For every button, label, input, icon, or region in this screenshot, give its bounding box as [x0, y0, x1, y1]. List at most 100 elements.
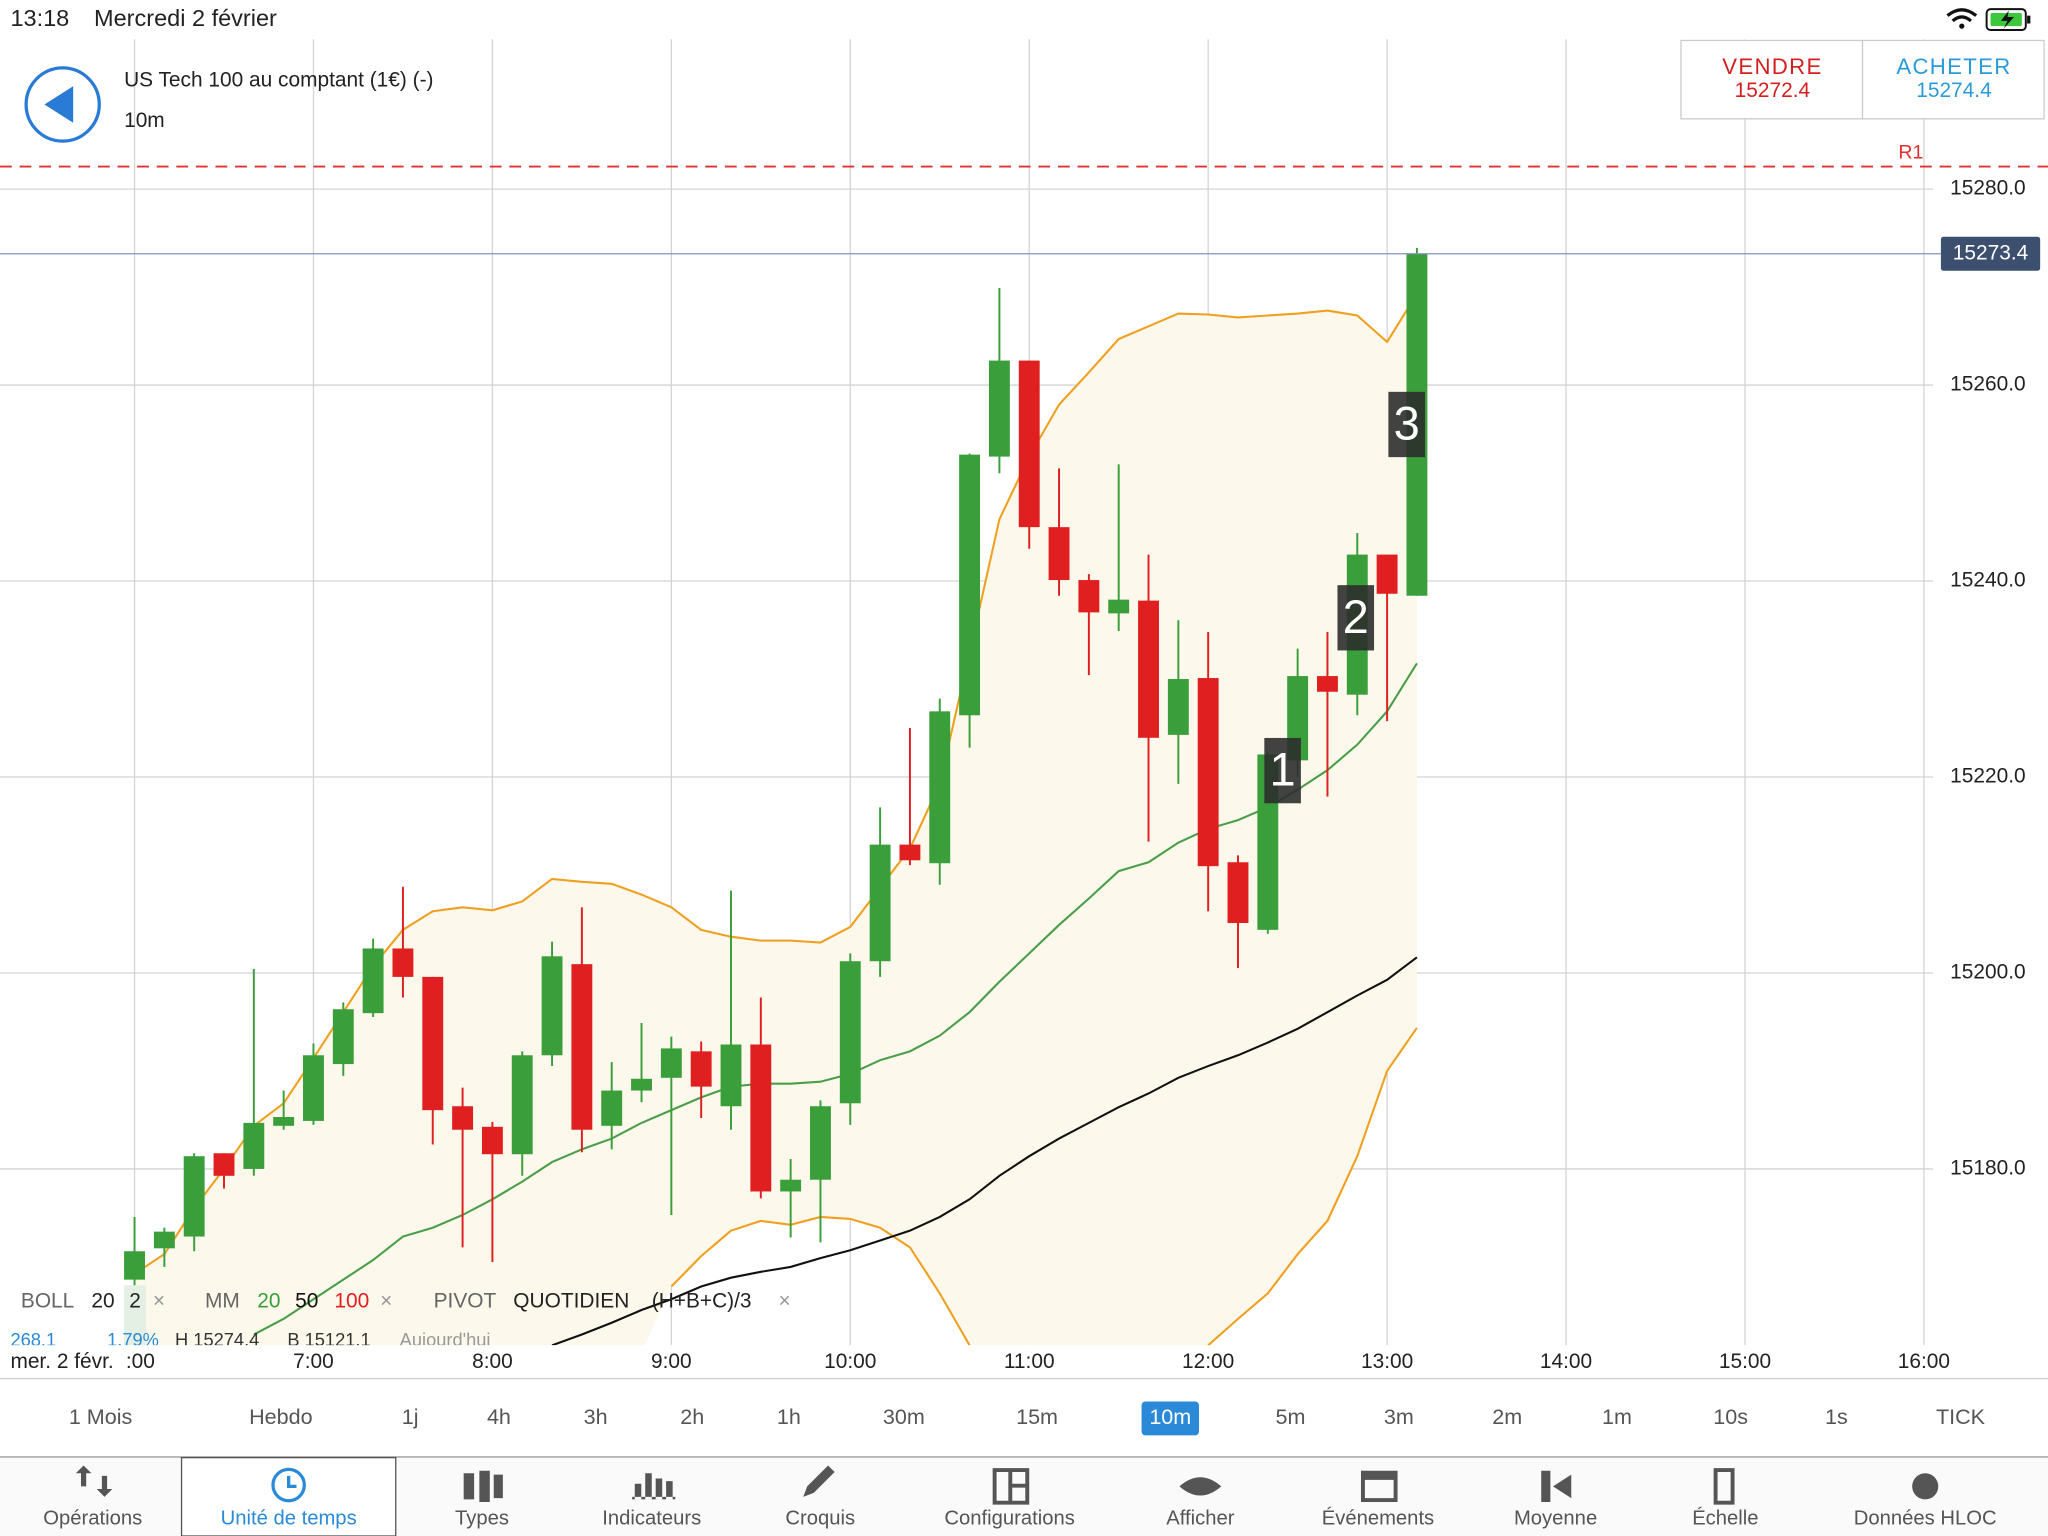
legend-remove[interactable]: ×	[380, 1290, 392, 1313]
toolbar-icon	[1179, 1477, 1222, 1496]
y-tick-label: 15220.0	[1950, 765, 2025, 788]
toolbar-label: Moyenne	[1514, 1507, 1597, 1529]
timeframe-button[interactable]: TICK	[1936, 1404, 1986, 1429]
candle-body	[303, 1055, 324, 1121]
candle-body	[124, 1251, 145, 1280]
toolbar-button[interactable]: Opérations	[43, 1465, 142, 1529]
date-label-bg	[0, 1346, 127, 1377]
sell-label: VENDRE	[1722, 54, 1822, 79]
toolbar-label: Unité de temps	[221, 1507, 357, 1529]
legend-label: MM	[205, 1290, 240, 1313]
timeframe-button[interactable]: 1m	[1602, 1404, 1632, 1429]
candle-body	[631, 1078, 652, 1091]
x-tick-label: 12:00	[1182, 1350, 1234, 1373]
back-button[interactable]	[24, 66, 101, 143]
timeframe-label: 1j	[402, 1404, 419, 1429]
annotation-box	[1264, 737, 1301, 804]
legend-label: BOLL	[21, 1290, 74, 1313]
timeframe-label: 1 Mois	[69, 1404, 132, 1429]
toolbar-button[interactable]: Échelle	[1692, 1468, 1759, 1529]
candle-body	[988, 360, 1010, 457]
timeframe-button[interactable]: 15m	[1016, 1404, 1058, 1429]
timeframe-button[interactable]: 10s	[1713, 1404, 1748, 1429]
toolbar-button[interactable]: Configurations	[944, 1468, 1075, 1529]
candle-body	[660, 1048, 682, 1078]
candle-body	[869, 844, 891, 962]
timeframe-label: 10s	[1713, 1404, 1748, 1429]
toolbar-label: Configurations	[944, 1507, 1074, 1529]
x-axis-bg	[0, 1345, 2048, 1378]
timeframe-button[interactable]: 30m	[883, 1404, 925, 1429]
series-layer	[124, 247, 1428, 1346]
toolbar-label: Afficher	[1166, 1507, 1234, 1529]
toolbar-icon	[1912, 1468, 1939, 1500]
timeframe-button[interactable]: 2m	[1492, 1404, 1522, 1429]
candle-body	[541, 956, 563, 1056]
toolbar-button[interactable]: Types	[455, 1470, 509, 1530]
status-time: 13:18	[10, 5, 69, 31]
timeframe-label: 10m	[124, 109, 165, 132]
pivot-label: R1	[1898, 142, 1923, 164]
timeframe-button[interactable]: 4h	[487, 1404, 511, 1429]
toolbar-label: Événements	[1322, 1506, 1434, 1529]
overlay: 13:18 Mercredi 2 février US Tech 100 au …	[0, 0, 2048, 143]
timeframe-label: 3m	[1384, 1404, 1414, 1429]
timeframe-label: 1m	[1602, 1404, 1632, 1429]
candle-body	[810, 1106, 831, 1180]
timeframe-button[interactable]: 1 Mois	[69, 1404, 132, 1429]
toolbar-button[interactable]: Unité de temps	[180, 1456, 397, 1536]
timeframe-bar: 1 Mois Hebdo 1j 4h 3h 2h 1h 30m 15m 10m 5m 3m 2m 1m 10…	[0, 1401, 2048, 1458]
candle-body	[1167, 679, 1189, 735]
sell-button[interactable]: VENDRE 15272.4	[1680, 39, 1864, 120]
x-tick-label: 8:00	[472, 1350, 513, 1373]
x-tick-label: 11:00	[1004, 1350, 1055, 1373]
timeframe-label: 2h	[680, 1404, 704, 1429]
toolbar-icon	[1360, 1470, 1398, 1503]
candle-body	[780, 1179, 802, 1192]
candle-body	[720, 1044, 742, 1107]
toolbar-button[interactable]: Moyenne	[1514, 1470, 1597, 1530]
price-tag-label: 15273.4	[1953, 241, 2028, 264]
annotation-label: 1	[1270, 743, 1296, 796]
info-text: Aujourd'hui	[400, 1329, 491, 1350]
timeframe-button[interactable]: 1h	[777, 1404, 801, 1429]
timeframe-label: Hebdo	[249, 1404, 313, 1429]
candle-body	[1018, 360, 1040, 528]
x-axis: 6:00 7:00 8:00 9:00 10:00 11:00 12:00 13:00 14:0…	[0, 1345, 2048, 1380]
toolbar-icon	[803, 1465, 835, 1497]
candle-body	[422, 976, 444, 1111]
x-tick-label: 7:00	[293, 1350, 334, 1373]
toolbar-label: Échelle	[1692, 1506, 1758, 1529]
legend-remove[interactable]: ×	[778, 1290, 790, 1313]
toolbar-button[interactable]: Croquis	[785, 1465, 855, 1529]
toolbar-button[interactable]: Afficher	[1166, 1477, 1235, 1529]
indicator-line	[551, 956, 1418, 1346]
timeframe-button[interactable]: 3h	[584, 1404, 608, 1429]
candle-body	[929, 711, 951, 864]
legend-value: 20	[257, 1290, 280, 1313]
timeframe-button[interactable]: 1j	[402, 1404, 419, 1429]
toolbar-label: Croquis	[785, 1507, 855, 1529]
timeframe-button[interactable]: 10m	[1141, 1401, 1200, 1436]
legend-value: 100	[334, 1290, 369, 1313]
toolbar-label: Indicateurs	[602, 1507, 701, 1529]
toolbar-button[interactable]: Événements	[1322, 1470, 1434, 1530]
timeframe-button[interactable]: 5m	[1275, 1404, 1305, 1429]
timeframe-button[interactable]: 2h	[680, 1404, 704, 1429]
toolbar: Opérations Unité de temps Types Indicateurs…	[0, 1456, 2048, 1536]
timeframe-label: 1h	[777, 1404, 801, 1429]
timeframe-button[interactable]: 1s	[1825, 1404, 1848, 1429]
toolbar-icon	[1541, 1470, 1572, 1503]
toolbar-button[interactable]: Données HLOC	[1854, 1468, 1997, 1529]
sell-price: 15272.4	[1735, 79, 1810, 102]
timeframe-button[interactable]: 3m	[1384, 1404, 1414, 1429]
buy-button[interactable]: ACHETER 15274.4	[1861, 39, 2045, 120]
timeframe-button[interactable]: Hebdo	[249, 1404, 313, 1429]
plot-area: 15180.0 15200.0 15220.0 15240.0 15260.0 15280…	[0, 39, 2048, 1346]
candle-body	[1197, 678, 1219, 867]
status-bar	[0, 0, 2048, 40]
x-tick-label: 16:00	[1898, 1350, 1950, 1373]
timeframe-label: TICK	[1936, 1404, 1986, 1429]
legend-remove[interactable]: ×	[153, 1290, 165, 1313]
